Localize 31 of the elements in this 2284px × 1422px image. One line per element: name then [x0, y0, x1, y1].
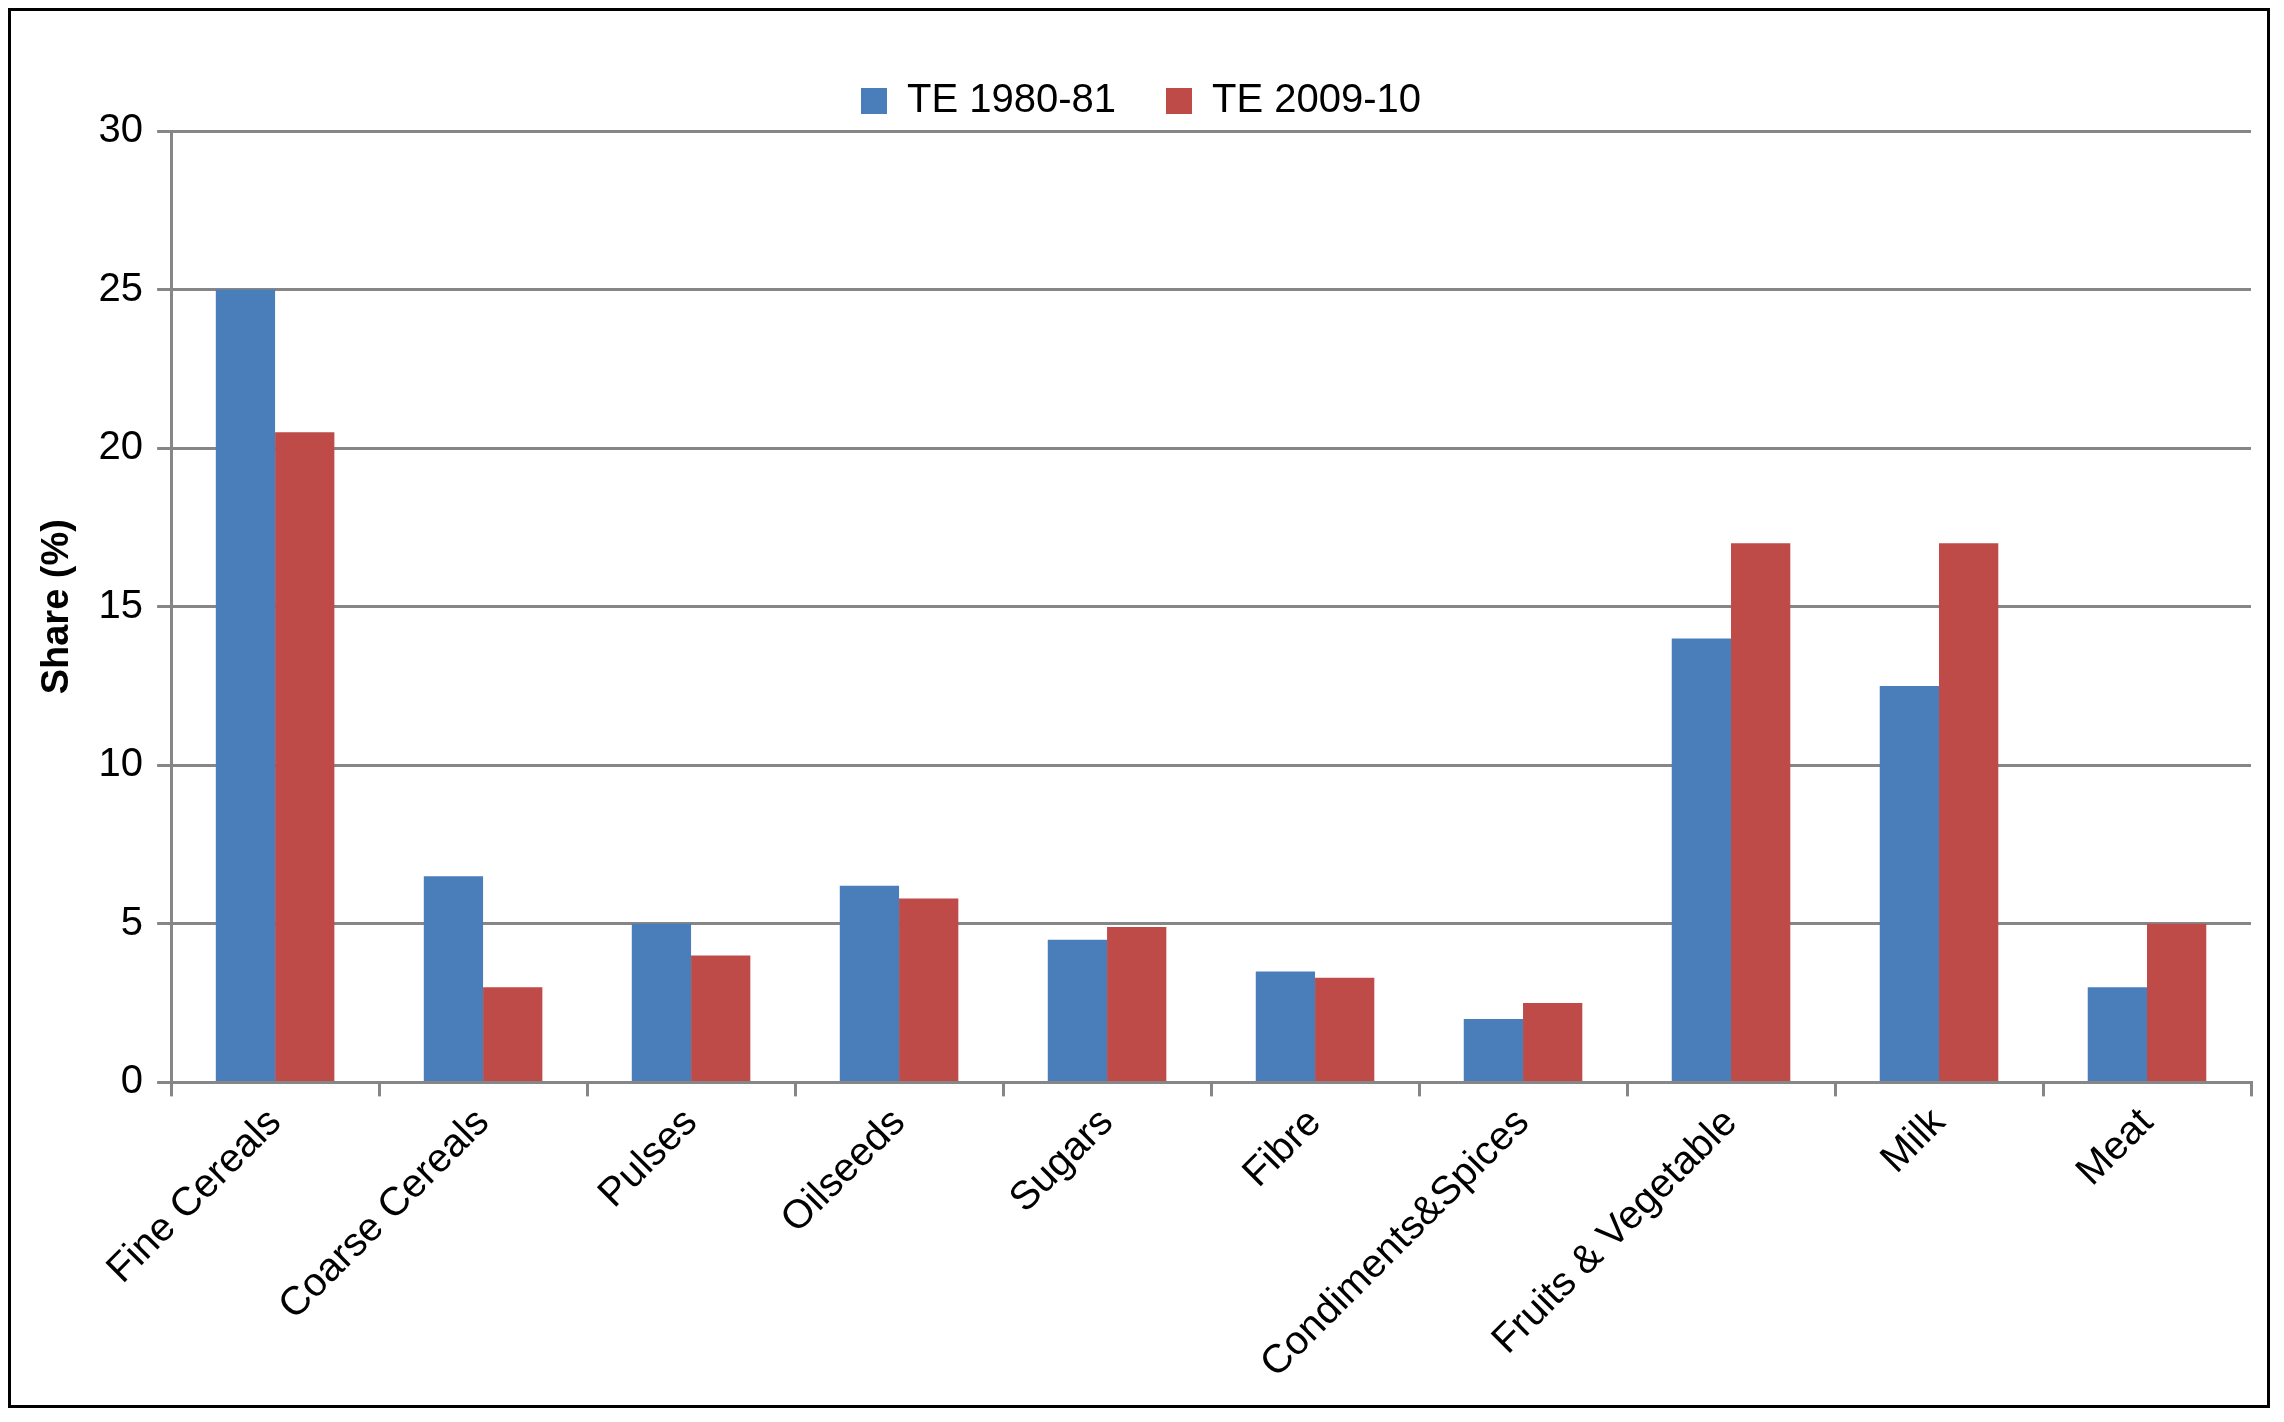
- bar: [839, 885, 900, 1081]
- bar: [1463, 1018, 1524, 1081]
- legend-label: TE 2009-10: [1212, 76, 1422, 121]
- bar: [423, 876, 484, 1081]
- bar: [215, 289, 276, 1081]
- bar: [1255, 971, 1316, 1081]
- bar: [2147, 923, 2207, 1081]
- bar: [1671, 638, 1732, 1081]
- x-tick-label: Milk: [1871, 1097, 1954, 1181]
- bar: [691, 955, 751, 1081]
- y-axis-title: Share (%): [34, 519, 77, 695]
- bar: [1523, 1003, 1583, 1081]
- bar: [483, 987, 543, 1081]
- bar: [1731, 543, 1791, 1081]
- bar: [899, 898, 959, 1081]
- bar: [1879, 685, 1940, 1081]
- y-tick-label: 10: [98, 740, 144, 785]
- y-tick-label: 15: [98, 581, 144, 626]
- bar: [1107, 926, 1167, 1081]
- bar: [2087, 987, 2148, 1081]
- y-tick-label: 30: [98, 106, 144, 151]
- bar: [1939, 543, 1999, 1081]
- y-tick-label: 5: [120, 898, 144, 943]
- bar: [631, 923, 692, 1081]
- y-tick-label: 20: [98, 423, 144, 468]
- y-tick-label: 25: [98, 264, 144, 309]
- bar: [1315, 977, 1375, 1081]
- y-tick-label: 0: [120, 1057, 144, 1102]
- bar: [1047, 939, 1108, 1081]
- legend-label: TE 1980-81: [906, 76, 1117, 121]
- bar: [275, 432, 335, 1081]
